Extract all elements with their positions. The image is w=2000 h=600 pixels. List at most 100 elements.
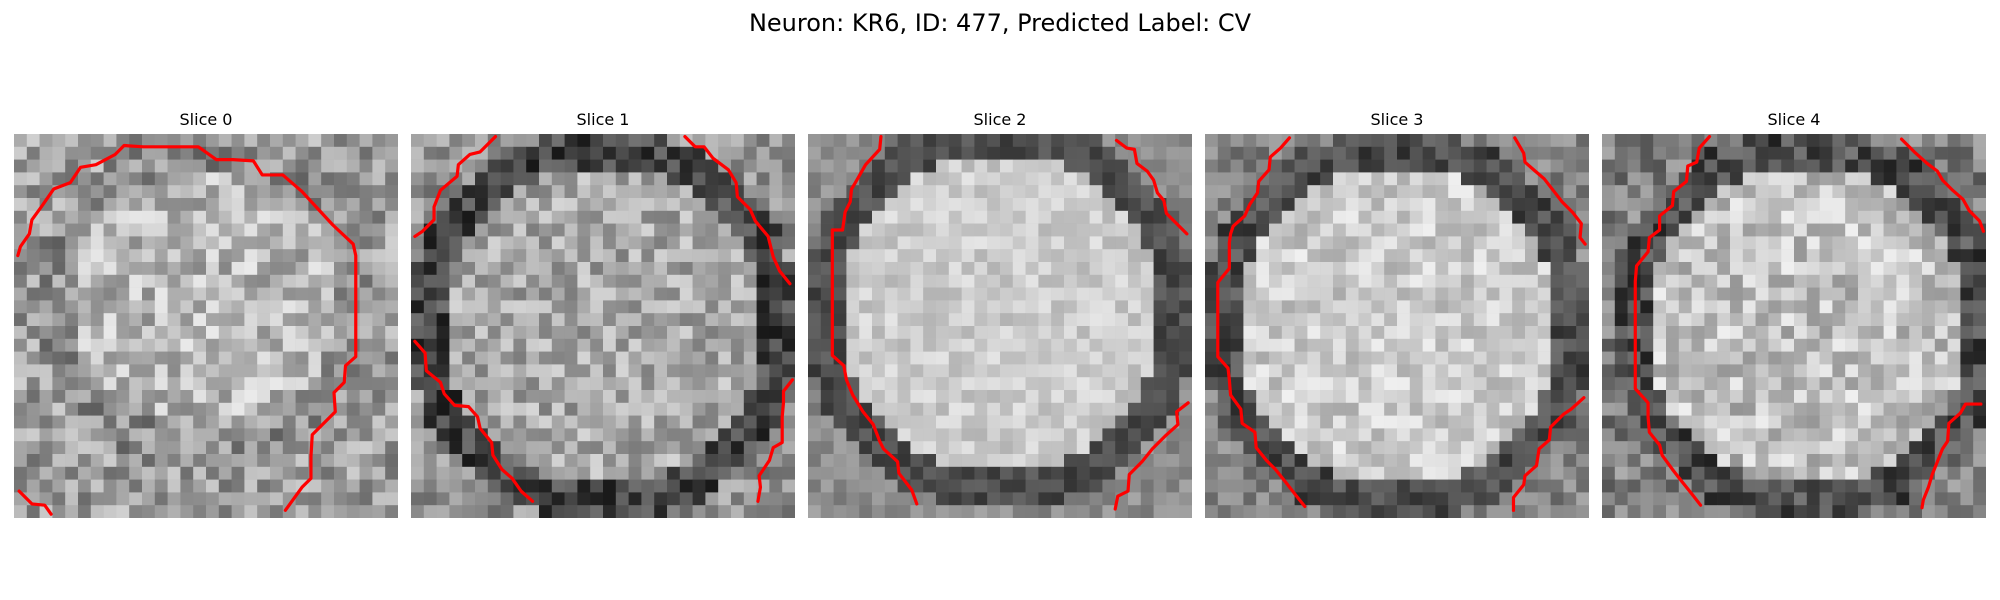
- pixel-cell: [321, 300, 335, 314]
- pixel-cell: [743, 300, 757, 314]
- pixel-cell: [1704, 338, 1718, 352]
- pixel-cell: [1409, 505, 1423, 518]
- pixel-cell: [782, 326, 795, 340]
- pixel-cell: [1166, 338, 1180, 352]
- pixel-cell: [1973, 236, 1986, 250]
- pixel-cell: [820, 274, 834, 288]
- pixel-cell: [731, 287, 745, 301]
- pixel-cell: [1076, 492, 1090, 506]
- pixel-cell: [1525, 402, 1539, 416]
- pixel-cell: [26, 313, 40, 327]
- pixel-cell: [1499, 262, 1513, 276]
- pixel-cell: [1038, 390, 1052, 404]
- pixel-cell: [1371, 300, 1385, 314]
- pixel-cell: [513, 287, 527, 301]
- pixel-cell: [1486, 274, 1500, 288]
- pixel-cell: [1064, 236, 1078, 250]
- pixel-cell: [1038, 134, 1052, 148]
- pixel-cell: [808, 223, 822, 237]
- pixel-cell: [1768, 338, 1782, 352]
- pixel-cell: [756, 185, 770, 199]
- pixel-cell: [1678, 287, 1692, 301]
- pixel-cell: [1166, 454, 1180, 468]
- pixel-cell: [1294, 479, 1308, 493]
- pixel-cell: [718, 364, 732, 378]
- pixel-cell: [1333, 466, 1347, 480]
- pixel-cell: [436, 364, 450, 378]
- pixel-cell: [603, 223, 617, 237]
- pixel-cell: [1256, 262, 1270, 276]
- pixel-cell: [1115, 441, 1129, 455]
- pixel-cell: [1461, 236, 1475, 250]
- pixel-cell: [705, 377, 719, 391]
- pixel-cell: [1000, 172, 1014, 186]
- pixel-cell: [295, 428, 309, 442]
- pixel-cell: [1922, 172, 1936, 186]
- pixel-cell: [116, 134, 130, 148]
- pixel-cell: [859, 351, 873, 365]
- pixel-cell: [346, 159, 360, 173]
- pixel-cell: [1205, 364, 1219, 378]
- pixel-cell: [257, 326, 271, 340]
- pixel-cell: [1179, 326, 1192, 340]
- pixel-cell: [1140, 466, 1154, 480]
- pixel-cell: [487, 198, 501, 212]
- pixel-cell: [1627, 146, 1641, 160]
- pixel-cell: [756, 134, 770, 148]
- pixel-cell: [1947, 505, 1961, 518]
- pixel-cell: [705, 185, 719, 199]
- pixel-cell: [1742, 402, 1756, 416]
- pixel-cell: [923, 159, 937, 173]
- pixel-cell: [1614, 159, 1628, 173]
- pixel-cell: [1333, 492, 1347, 506]
- pixel-cell: [577, 338, 591, 352]
- pixel-cell: [910, 338, 924, 352]
- pixel-cell: [1473, 479, 1487, 493]
- pixel-cell: [167, 326, 181, 340]
- pixel-cell: [1704, 454, 1718, 468]
- pixel-cell: [718, 454, 732, 468]
- pixel-cell: [1883, 428, 1897, 442]
- pixel-cell: [961, 351, 975, 365]
- pixel-cell: [731, 441, 745, 455]
- pixel-cell: [1832, 262, 1846, 276]
- pixel-cell: [679, 249, 693, 263]
- pixel-cell: [564, 338, 578, 352]
- pixel-cell: [1320, 249, 1334, 263]
- pixel-cell: [1166, 185, 1180, 199]
- pixel-cell: [1038, 479, 1052, 493]
- pixel-cell: [244, 377, 258, 391]
- pixel-cell: [500, 159, 514, 173]
- pixel-cell: [1115, 236, 1129, 250]
- pixel-cell: [1947, 415, 1961, 429]
- pixel-cell: [167, 262, 181, 276]
- pixel-cell: [1845, 402, 1859, 416]
- pixel-cell: [667, 172, 681, 186]
- pixel-cell: [1563, 377, 1577, 391]
- pixel-cell: [731, 146, 745, 160]
- pixel-cell: [1666, 326, 1680, 340]
- pixel-cell: [513, 338, 527, 352]
- pixel-cell: [654, 146, 668, 160]
- pixel-cell: [641, 172, 655, 186]
- pixel-cell: [1038, 274, 1052, 288]
- pixel-cell: [142, 274, 156, 288]
- pixel-cell: [859, 134, 873, 148]
- pixel-cell: [1794, 364, 1808, 378]
- pixel-cell: [936, 479, 950, 493]
- pixel-cell: [1089, 492, 1103, 506]
- pixel-cell: [923, 249, 937, 263]
- pixel-cell: [244, 505, 258, 518]
- pixel-cell: [577, 505, 591, 518]
- pixel-cell: [1550, 172, 1564, 186]
- pixel-cell: [462, 236, 476, 250]
- pixel-cell: [667, 364, 681, 378]
- pixel-cell: [1243, 479, 1257, 493]
- pixel-cell: [743, 351, 757, 365]
- pixel-cell: [1704, 223, 1718, 237]
- pixel-cell: [1858, 210, 1872, 224]
- pixel-cell: [1333, 159, 1347, 173]
- pixel-cell: [411, 236, 425, 250]
- pixel-cell: [1448, 274, 1462, 288]
- pixel-cell: [116, 428, 130, 442]
